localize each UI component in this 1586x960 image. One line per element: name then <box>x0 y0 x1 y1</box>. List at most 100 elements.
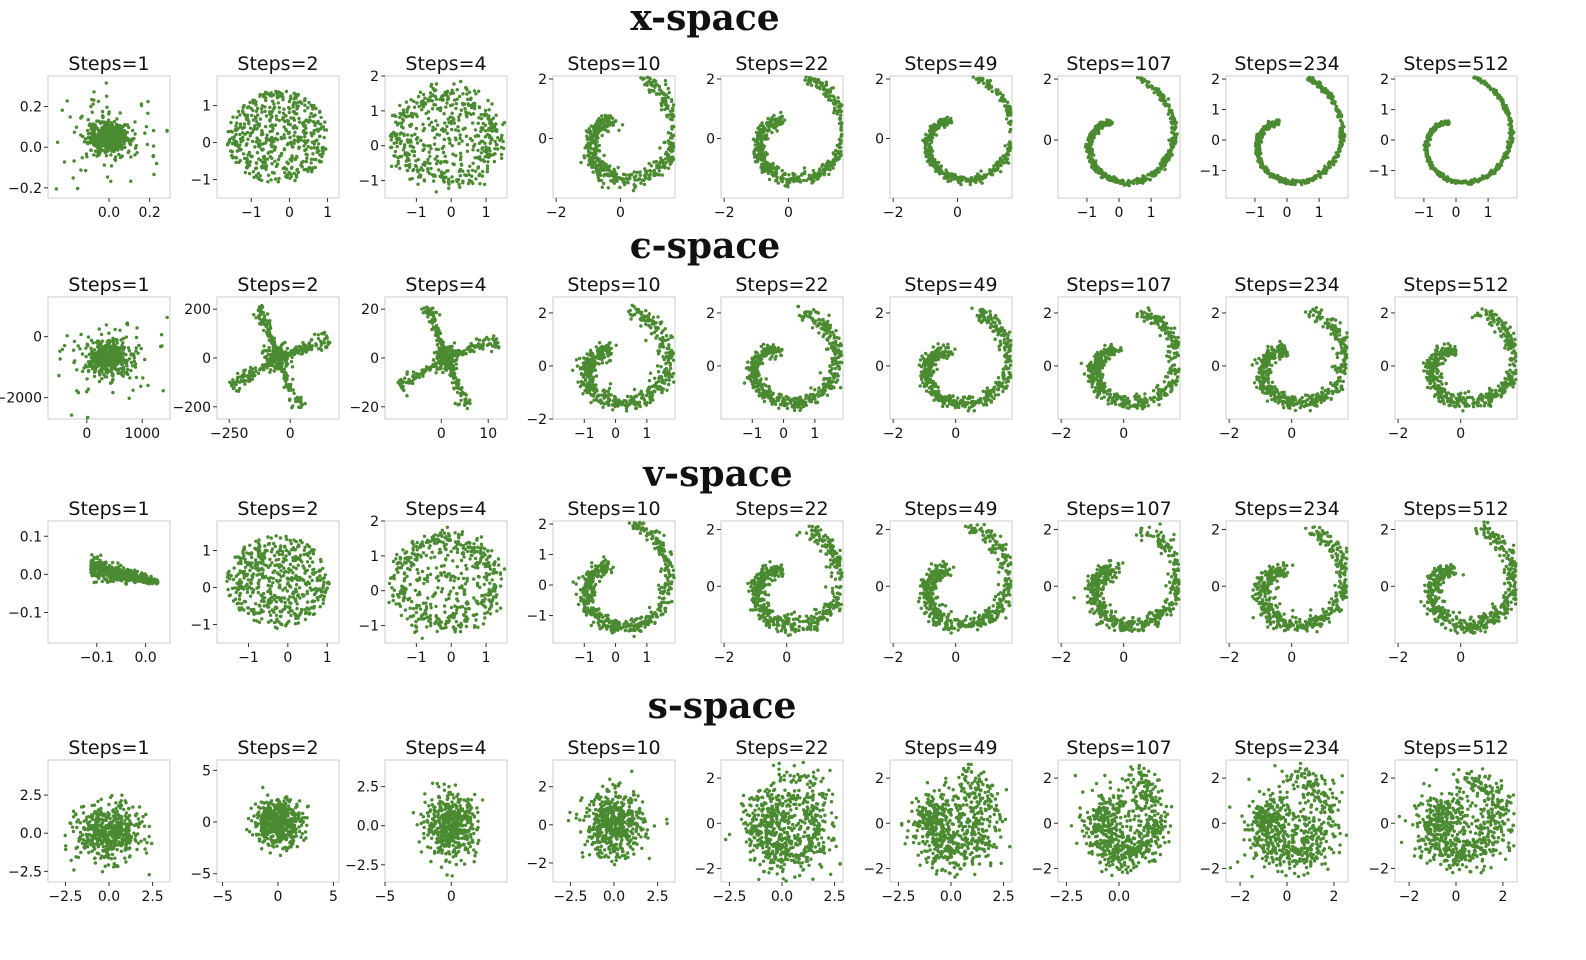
scatter-point <box>1465 182 1468 185</box>
scatter-point <box>443 180 446 183</box>
scatter-point <box>1105 122 1108 125</box>
scatter-point <box>56 141 59 144</box>
scatter-point <box>390 138 393 141</box>
scatter-point <box>303 97 306 100</box>
scatter-point <box>1476 78 1479 81</box>
scatter-point <box>292 97 295 100</box>
scatter-point <box>91 111 94 114</box>
scatter-point <box>310 112 313 115</box>
scatter-point <box>105 106 108 109</box>
scatter-point <box>1322 88 1325 91</box>
scatter-point <box>950 121 953 124</box>
scatter-point <box>1258 161 1261 164</box>
scatter-point <box>1259 137 1262 140</box>
y-tick-label: 2 <box>875 72 884 88</box>
scatter-point <box>450 175 453 178</box>
scatter-point <box>1505 104 1508 107</box>
scatter-point <box>151 155 154 158</box>
scatter-point <box>756 154 759 157</box>
scatter-point <box>601 134 604 137</box>
scatter-point <box>474 128 477 131</box>
scatter-point <box>1089 156 1092 159</box>
scatter-point <box>288 177 291 180</box>
scatter-point <box>1093 127 1096 130</box>
scatter-point <box>768 178 771 181</box>
scatter-point <box>821 82 824 85</box>
scatter-point <box>105 323 108 326</box>
scatter-point <box>423 97 426 100</box>
scatter-point <box>490 136 493 139</box>
scatter-point <box>1164 158 1167 161</box>
scatter-point <box>771 162 774 165</box>
scatter-point <box>1267 120 1270 123</box>
scatter-point <box>924 151 927 154</box>
scatter-point <box>241 111 244 114</box>
scatter-point <box>659 156 662 159</box>
scatter-point <box>1100 122 1103 125</box>
scatter-point <box>1426 143 1429 146</box>
scatter-point <box>135 336 138 339</box>
y-tick-label: 1 <box>370 104 379 120</box>
scatter-point <box>305 160 308 163</box>
scatter-point <box>81 135 84 138</box>
scatter-point <box>105 95 108 98</box>
scatter-point <box>1257 140 1260 143</box>
scatter-point <box>632 189 635 192</box>
scatter-point <box>762 170 765 173</box>
scatter-point <box>461 102 464 105</box>
scatter-point <box>429 91 432 94</box>
scatter-point <box>258 123 261 126</box>
scatter-point <box>400 122 403 125</box>
scatter-point <box>661 173 664 176</box>
scatter-point <box>258 145 261 148</box>
scatter-point <box>451 153 454 156</box>
scatter-point <box>1167 139 1170 142</box>
scatter-point <box>618 186 621 189</box>
scatter-point <box>964 179 967 182</box>
scatter-point <box>69 115 72 118</box>
scatter-point <box>398 104 401 107</box>
scatter-point <box>315 151 318 154</box>
scatter-point <box>672 103 675 106</box>
scatter-point <box>59 357 62 360</box>
scatter-point <box>840 129 843 132</box>
scatter-point <box>486 99 489 102</box>
scatter-point <box>92 143 95 146</box>
scatter-point <box>979 169 982 172</box>
scatter-point <box>309 131 312 134</box>
scatter-point <box>262 156 265 159</box>
scatter-point <box>592 127 595 130</box>
scatter-point <box>1510 130 1513 133</box>
scatter-point <box>481 126 484 129</box>
x-tick-label: 0 <box>1283 205 1292 221</box>
scatter-point <box>468 91 471 94</box>
scatter-point <box>457 142 460 145</box>
scatter-point <box>471 121 474 124</box>
scatter-point <box>982 173 985 176</box>
scatter-point <box>301 165 304 168</box>
scatter-point <box>839 121 842 124</box>
scatter-point <box>390 132 393 135</box>
scatter-point <box>414 159 417 162</box>
scatter-point <box>440 175 443 178</box>
scatter-point <box>400 155 403 158</box>
scatter-point <box>389 146 392 149</box>
scatter-point <box>269 178 272 181</box>
scatter-point <box>454 136 457 139</box>
scatter-point <box>1156 93 1159 96</box>
scatter-point <box>953 173 956 176</box>
scatter-point <box>488 108 491 111</box>
scatter-point <box>238 113 241 116</box>
scatter-point <box>293 179 296 182</box>
scatter-point <box>443 138 446 141</box>
scatter-point <box>61 109 64 112</box>
scatter-point <box>307 145 310 148</box>
scatter-point <box>821 163 824 166</box>
scatter-point <box>97 100 100 103</box>
scatter-point <box>1335 109 1338 112</box>
scatter-point <box>484 109 487 112</box>
scatter-point <box>406 169 409 172</box>
scatter-point <box>588 127 591 130</box>
scatter-point <box>276 96 279 99</box>
scatter-point <box>1285 182 1288 185</box>
